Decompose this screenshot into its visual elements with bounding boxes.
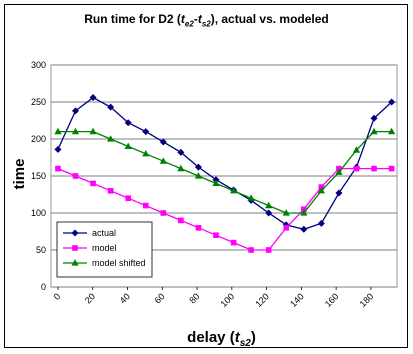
- x-tick-label: 180: [358, 291, 376, 309]
- x-tick-label: 20: [83, 291, 97, 305]
- data-point: [107, 103, 115, 111]
- x-tick-label: 120: [253, 291, 271, 309]
- data-point: [352, 146, 361, 153]
- data-point: [388, 127, 396, 135]
- data-point: [247, 194, 255, 201]
- legend-label: model: [92, 243, 117, 253]
- data-point: [90, 180, 96, 187]
- data-point: [317, 187, 325, 194]
- x-tick-label: 0: [52, 291, 63, 302]
- x-tick-label: 40: [118, 291, 132, 305]
- y-tick-label: 100: [31, 208, 46, 218]
- data-point: [159, 157, 167, 164]
- data-point: [335, 168, 343, 175]
- data-point: [124, 119, 132, 127]
- data-point: [265, 201, 273, 209]
- data-point: [177, 148, 185, 156]
- legend-marker: [71, 259, 79, 266]
- y-tick-label: 50: [36, 245, 46, 255]
- data-point: [388, 165, 395, 172]
- x-tick-label: 100: [219, 291, 237, 309]
- series-line-model-shifted: [57, 130, 392, 214]
- series-line-model: [57, 167, 392, 251]
- data-point: [71, 127, 80, 135]
- data-point: [229, 187, 238, 194]
- data-point: [265, 247, 272, 253]
- data-point: [124, 142, 132, 149]
- data-point: [178, 217, 184, 224]
- x-tick-label: 140: [288, 291, 306, 309]
- data-point: [265, 209, 273, 217]
- data-point: [230, 239, 237, 246]
- chart-title: Run time for D2 (te2-ts2), actual vs. mo…: [84, 12, 329, 29]
- legend-label: model shifted: [92, 258, 146, 268]
- data-point: [159, 138, 167, 146]
- y-tick-label: 250: [31, 97, 46, 107]
- legend-marker: [72, 245, 78, 251]
- data-point: [125, 195, 131, 201]
- data-point: [282, 209, 290, 216]
- y-tick-label: 200: [31, 134, 46, 144]
- data-point: [177, 164, 185, 172]
- x-tick-label: 80: [187, 291, 201, 305]
- data-point: [142, 128, 150, 136]
- data-point: [54, 127, 62, 135]
- data-point: [371, 165, 377, 172]
- data-point: [72, 107, 80, 115]
- y-tick-label: 0: [41, 282, 46, 292]
- data-point: [213, 232, 219, 238]
- data-point: [370, 114, 378, 122]
- data-point: [54, 145, 62, 153]
- data-point: [194, 163, 202, 171]
- data-point: [107, 188, 114, 194]
- data-point: [142, 150, 150, 157]
- data-point: [55, 165, 61, 172]
- x-axis-label: delay (ts2): [187, 329, 256, 349]
- series-line-actual: [57, 96, 393, 230]
- legend-marker: [71, 229, 79, 237]
- data-point: [388, 98, 396, 106]
- data-point: [142, 202, 149, 209]
- data-point: [353, 165, 360, 172]
- data-point: [300, 225, 308, 233]
- y-tick-label: 150: [31, 171, 46, 181]
- data-point: [194, 172, 203, 179]
- data-point: [195, 225, 202, 231]
- plot-area: [50, 64, 398, 288]
- data-point: [300, 209, 308, 216]
- data-point: [248, 247, 254, 253]
- x-tick-label: 160: [323, 291, 341, 309]
- data-point: [89, 94, 97, 102]
- legend-label: actual: [92, 228, 116, 238]
- data-point: [160, 210, 167, 216]
- data-point: [107, 135, 115, 142]
- data-point: [317, 219, 325, 227]
- data-point: [370, 127, 378, 135]
- data-point: [212, 179, 220, 186]
- x-tick-label: 60: [153, 291, 167, 305]
- data-point: [89, 127, 97, 135]
- y-tick-label: 300: [31, 60, 46, 70]
- data-point: [335, 189, 343, 197]
- data-point: [283, 225, 290, 231]
- data-point: [72, 173, 79, 179]
